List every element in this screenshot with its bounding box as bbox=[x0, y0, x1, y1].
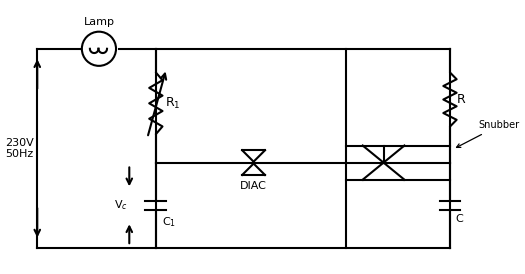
Text: R: R bbox=[457, 93, 465, 106]
Text: DIAC: DIAC bbox=[240, 181, 267, 191]
Text: 230V
50Hz: 230V 50Hz bbox=[5, 138, 34, 159]
Text: V$_c$: V$_c$ bbox=[113, 198, 128, 212]
Text: Lamp: Lamp bbox=[83, 17, 114, 27]
Text: C: C bbox=[456, 214, 464, 224]
Text: Snubber: Snubber bbox=[457, 121, 520, 147]
Text: R$_1$: R$_1$ bbox=[165, 96, 181, 111]
Text: C$_1$: C$_1$ bbox=[162, 215, 176, 229]
